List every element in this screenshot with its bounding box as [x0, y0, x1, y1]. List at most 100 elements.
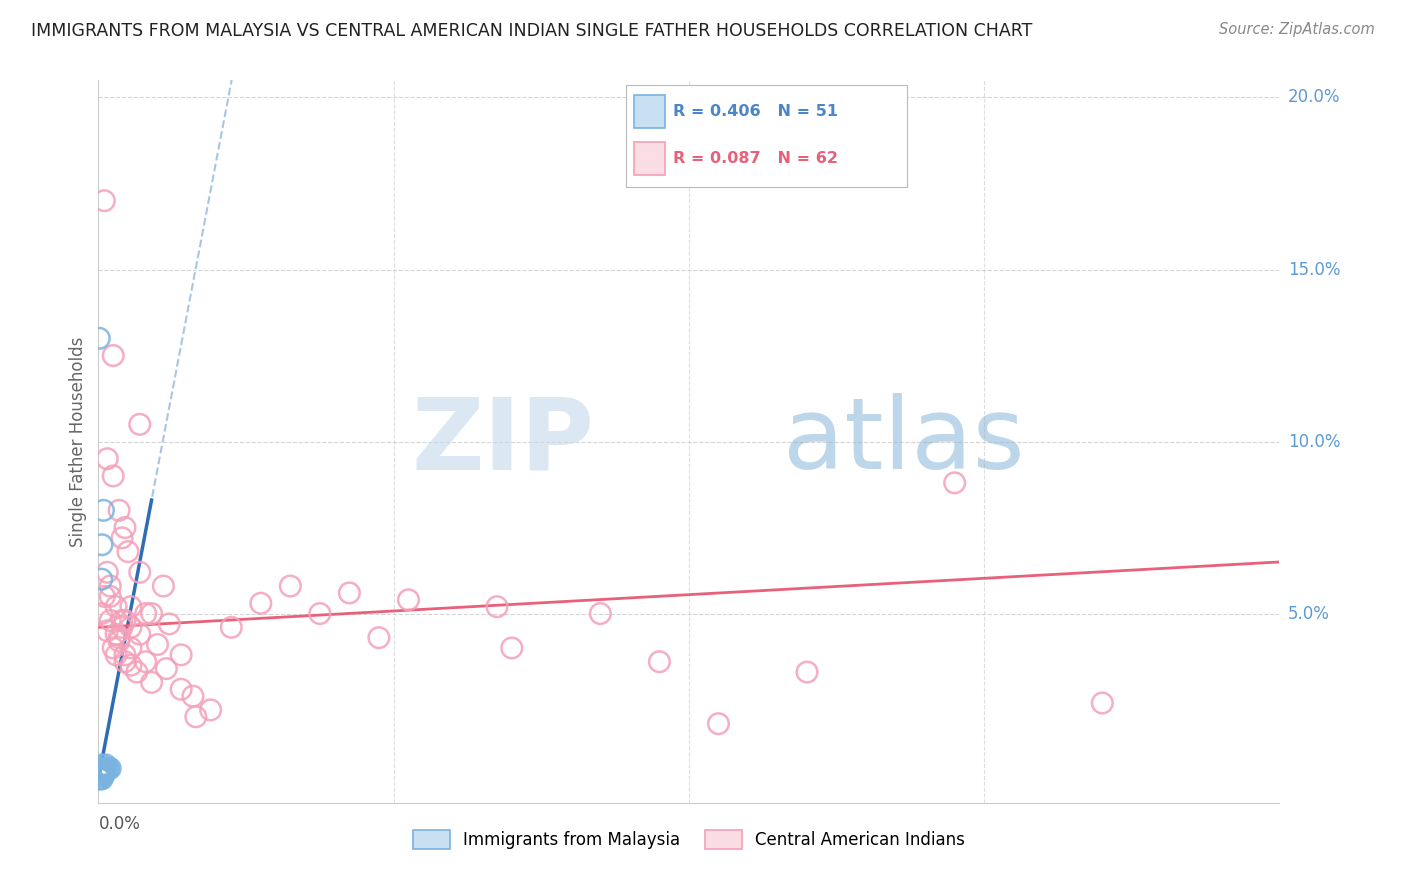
Point — [89, 761, 111, 775]
Point — [105, 599, 128, 614]
Point — [398, 592, 420, 607]
Point — [98, 614, 121, 628]
Point — [89, 764, 111, 779]
Point — [120, 658, 142, 673]
Point — [93, 503, 115, 517]
Point — [90, 572, 112, 586]
Point — [90, 772, 112, 786]
Point — [96, 566, 118, 580]
Text: Source: ZipAtlas.com: Source: ZipAtlas.com — [1219, 22, 1375, 37]
Point — [96, 451, 118, 466]
Point — [93, 590, 115, 604]
Point — [108, 631, 131, 645]
Point — [250, 596, 273, 610]
Point — [221, 620, 243, 634]
Legend: Immigrants from Malaysia, Central American Indians: Immigrants from Malaysia, Central Americ… — [406, 823, 972, 856]
Point — [91, 768, 114, 782]
Point — [91, 772, 114, 786]
Point — [96, 624, 118, 638]
Point — [707, 716, 730, 731]
Point — [309, 607, 332, 621]
Point — [91, 764, 114, 779]
Point — [90, 764, 112, 779]
Point — [90, 768, 112, 782]
Point — [90, 768, 112, 782]
Point — [98, 579, 121, 593]
Point — [114, 614, 136, 628]
Point — [90, 768, 112, 782]
Point — [91, 768, 114, 782]
Y-axis label: Single Father Households: Single Father Households — [69, 336, 87, 547]
Text: R = 0.087   N = 62: R = 0.087 N = 62 — [673, 151, 838, 166]
Point — [120, 599, 142, 614]
Point — [170, 682, 193, 697]
Point — [90, 764, 112, 779]
Text: 5.0%: 5.0% — [1288, 605, 1330, 623]
Point — [181, 689, 204, 703]
Bar — [634, 142, 665, 175]
Point — [114, 655, 136, 669]
Point — [796, 665, 818, 679]
Point — [339, 586, 361, 600]
Point — [90, 764, 112, 779]
Point — [93, 768, 115, 782]
Point — [128, 627, 150, 641]
Point — [117, 544, 139, 558]
Point — [89, 768, 111, 782]
Point — [93, 194, 115, 208]
Point — [200, 703, 222, 717]
Point — [1091, 696, 1114, 710]
Point — [114, 648, 136, 662]
Point — [125, 665, 148, 679]
Point — [141, 675, 163, 690]
Point — [89, 761, 111, 775]
Point — [91, 761, 114, 775]
Point — [105, 648, 128, 662]
Point — [152, 579, 174, 593]
Point — [93, 764, 115, 779]
Point — [128, 566, 150, 580]
Point — [103, 349, 125, 363]
Point — [93, 764, 115, 779]
Point — [103, 640, 125, 655]
Point — [94, 758, 117, 772]
Point — [128, 417, 150, 432]
Text: 10.0%: 10.0% — [1288, 433, 1340, 450]
Text: 20.0%: 20.0% — [1288, 88, 1340, 106]
Point — [90, 768, 112, 782]
Point — [93, 764, 115, 779]
Point — [89, 761, 111, 775]
Text: 0.0%: 0.0% — [98, 815, 141, 833]
Point — [93, 761, 115, 775]
Point — [170, 648, 193, 662]
Point — [91, 758, 114, 772]
Point — [155, 662, 177, 676]
Point — [943, 475, 966, 490]
Point — [90, 607, 112, 621]
Point — [89, 772, 111, 786]
Point — [120, 640, 142, 655]
Point — [97, 761, 120, 775]
Point — [135, 607, 157, 621]
Point — [368, 631, 391, 645]
Point — [141, 607, 163, 621]
Point — [501, 640, 523, 655]
Point — [89, 768, 111, 782]
Text: atlas: atlas — [783, 393, 1025, 490]
Point — [91, 761, 114, 775]
Point — [91, 761, 114, 775]
Point — [90, 768, 112, 782]
Point — [114, 520, 136, 534]
Point — [120, 620, 142, 634]
Point — [93, 761, 115, 775]
Point — [111, 531, 134, 545]
Point — [89, 331, 111, 345]
Point — [89, 768, 111, 782]
Point — [90, 768, 112, 782]
Point — [280, 579, 302, 593]
Point — [94, 764, 117, 779]
Point — [486, 599, 509, 614]
Point — [105, 627, 128, 641]
Point — [111, 614, 134, 628]
Point — [89, 772, 111, 786]
